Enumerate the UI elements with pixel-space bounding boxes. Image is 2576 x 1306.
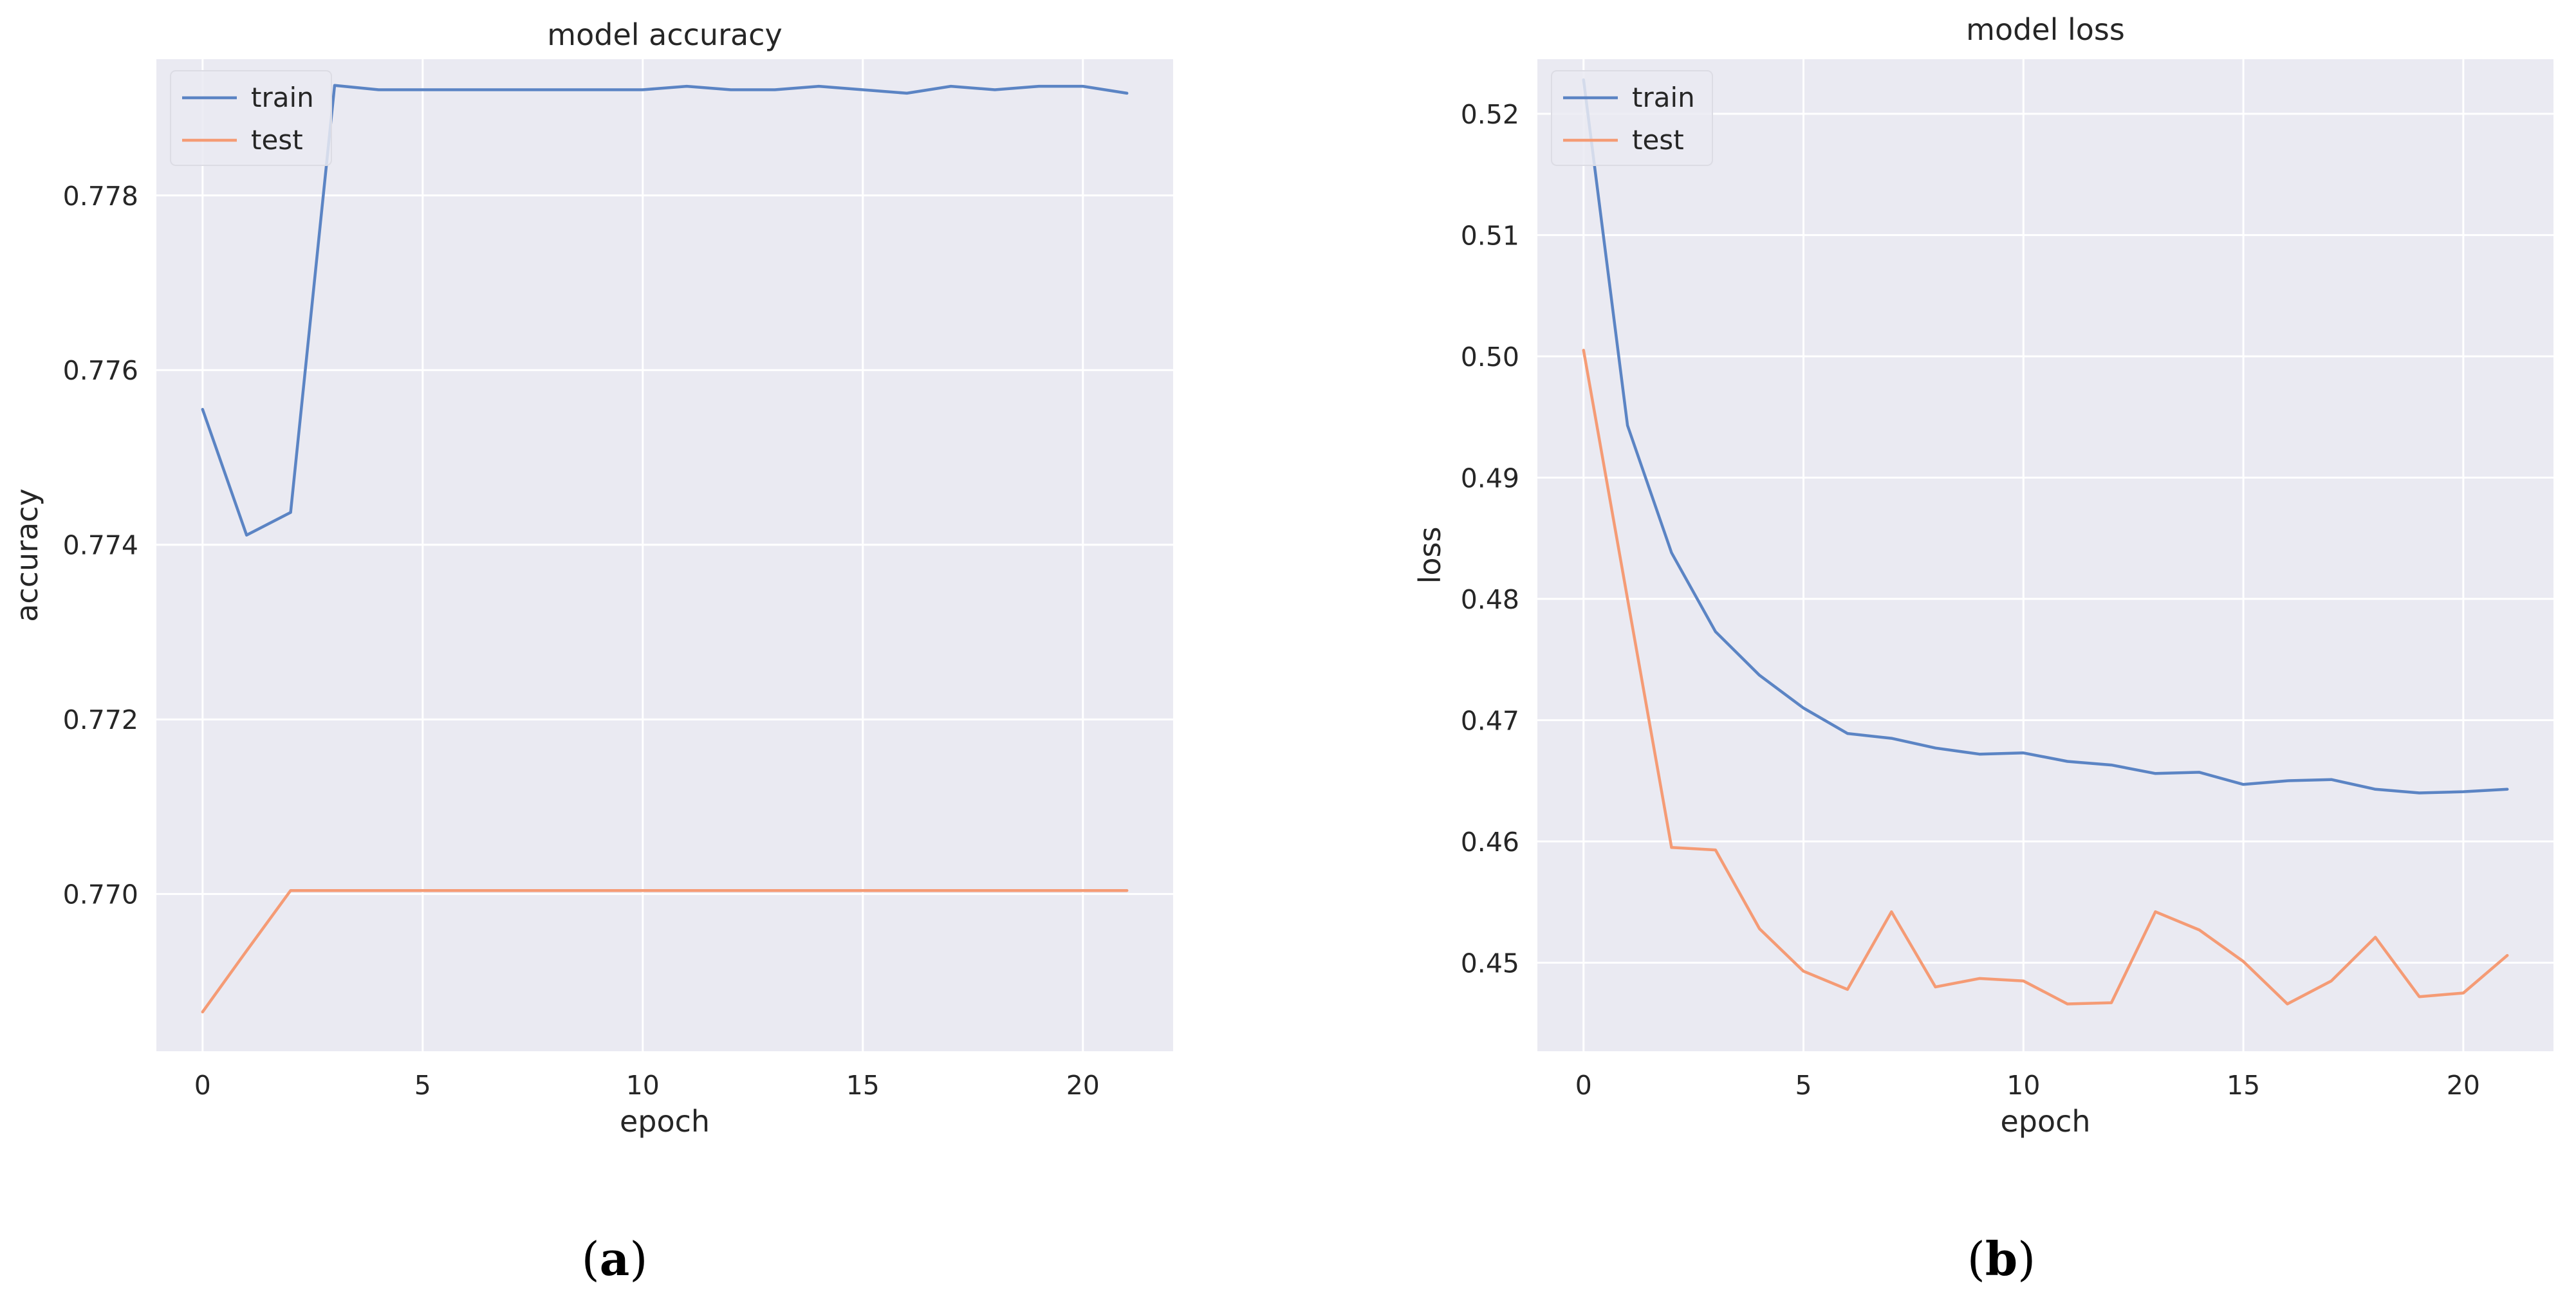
loss-xtick-label: 15 — [2227, 1070, 2260, 1101]
loss-grid — [1537, 59, 2553, 1051]
caption-b-letter: b — [1985, 1231, 2017, 1286]
caption-a-open: ( — [582, 1232, 600, 1286]
caption-b-close: ) — [2017, 1232, 2035, 1286]
acc-ytick-label: 0.774 — [63, 530, 138, 561]
loss-x-axis-label: epoch — [2000, 1104, 2090, 1139]
caption-a-letter: a — [600, 1231, 630, 1286]
acc-plot-area — [156, 59, 1173, 1051]
acc-y-axis-label: accuracy — [10, 488, 44, 622]
caption-a-close: ) — [629, 1232, 647, 1286]
loss-ytick-label: 0.46 — [1461, 827, 1519, 858]
loss-xtick-label: 0 — [1575, 1070, 1592, 1101]
acc-legend-label-test: test — [251, 124, 303, 156]
acc-series-test — [201, 888, 1129, 1014]
acc-xtick-label: 0 — [194, 1070, 211, 1101]
acc-legend-label-train: train — [251, 82, 314, 113]
loss-ytick-label: 0.45 — [1461, 948, 1519, 979]
loss-ytick-label: 0.50 — [1461, 342, 1519, 372]
loss-legend: train test — [1551, 70, 1713, 166]
caption-b: (b) — [1967, 1231, 2036, 1286]
acc-xtick-label: 15 — [846, 1070, 880, 1101]
loss-ytick-label: 0.49 — [1461, 463, 1519, 493]
loss-ytick-label: 0.47 — [1461, 705, 1519, 736]
loss-series-train — [1582, 78, 2509, 795]
loss-series-test — [1582, 349, 2509, 1006]
accuracy-chart: 0 5 10 15 20 0.770 0.772 0.774 0.776 0.778 model a… — [10, 17, 1173, 1139]
loss-ytick-label: 0.52 — [1461, 99, 1519, 130]
acc-x-axis-label: epoch — [620, 1104, 710, 1139]
acc-xtick-label: 5 — [414, 1070, 431, 1101]
acc-xtick-label: 20 — [1066, 1070, 1100, 1101]
loss-chart: 0 5 10 15 20 0.45 0.46 0.47 0.48 0.49 0.50 0.51 0.52… — [1413, 12, 2553, 1139]
acc-ytick-label: 0.772 — [63, 704, 138, 735]
acc-legend: train test — [170, 70, 332, 166]
acc-ytick-label: 0.770 — [63, 879, 138, 910]
caption-b-open: ( — [1967, 1232, 1985, 1286]
loss-chart-title: model loss — [1966, 12, 2125, 47]
loss-xtick-label: 20 — [2447, 1070, 2480, 1101]
acc-ytick-label: 0.776 — [63, 355, 138, 386]
loss-xtick-label: 5 — [1795, 1070, 1812, 1101]
loss-plot-area — [1537, 59, 2553, 1051]
loss-legend-label-test: test — [1632, 124, 1684, 156]
acc-xtick-label: 10 — [626, 1070, 660, 1101]
loss-xtick-label: 10 — [2006, 1070, 2040, 1101]
acc-grid — [156, 59, 1173, 1051]
caption-a: (a) — [582, 1231, 648, 1286]
loss-y-axis-label: loss — [1413, 527, 1447, 584]
loss-legend-label-train: train — [1632, 82, 1695, 113]
loss-ytick-label: 0.48 — [1461, 584, 1519, 615]
acc-chart-title: model accuracy — [547, 17, 782, 52]
acc-ytick-label: 0.778 — [63, 181, 138, 212]
loss-ytick-label: 0.51 — [1461, 220, 1519, 251]
acc-series-train — [201, 84, 1129, 537]
